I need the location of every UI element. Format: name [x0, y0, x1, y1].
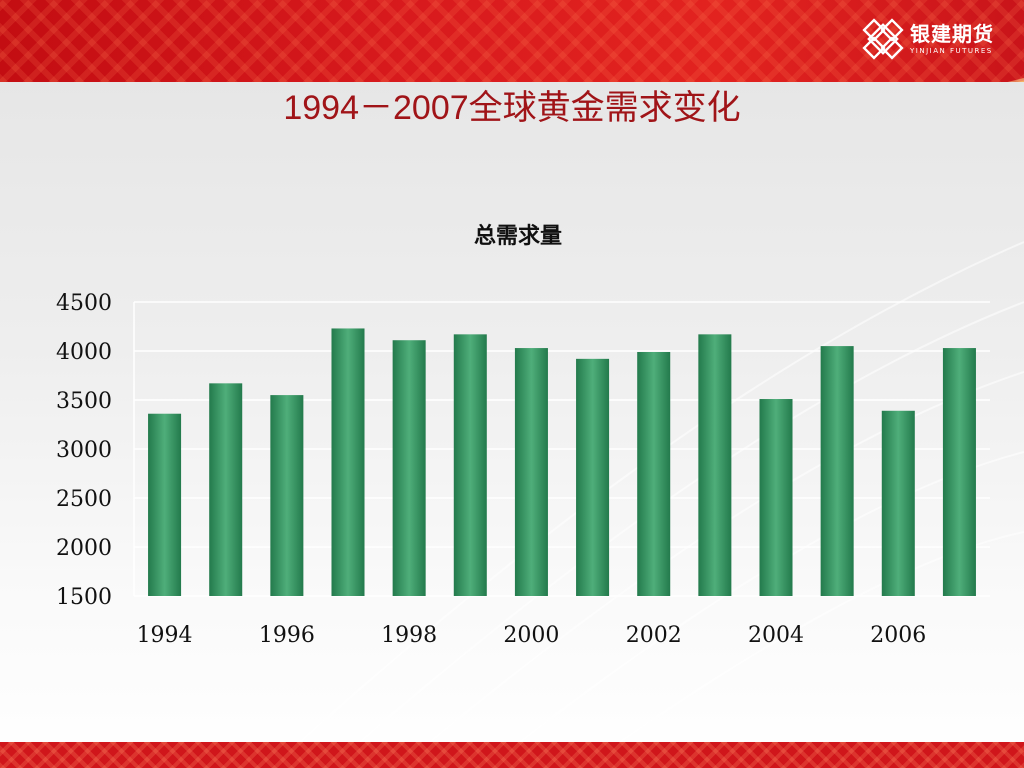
bar-1998 [392, 340, 426, 596]
bar-1996 [270, 395, 304, 596]
x-tick-label: 2000 [503, 623, 559, 648]
header-band [0, 0, 1024, 82]
x-tick-label: 2004 [748, 623, 804, 648]
y-tick-label: 3500 [56, 389, 112, 414]
slide-title: 1994－2007全球黄金需求变化 [283, 89, 741, 127]
bar-1994 [148, 413, 182, 596]
bar-2006 [881, 410, 915, 596]
y-tick-label: 3000 [56, 438, 112, 463]
footer-band [0, 742, 1024, 768]
y-tick-label: 2000 [56, 536, 112, 561]
bar-2005 [820, 346, 854, 596]
bar-2003 [698, 334, 732, 596]
x-axis-ticks: 1994 1996 1998 2000 2002 2004 2006 [137, 623, 927, 648]
y-axis-ticks: 1500 2000 2500 3000 3500 4000 4500 [56, 291, 112, 610]
bar-2004 [759, 399, 793, 596]
bar-1999 [453, 334, 487, 596]
header-pattern [0, 0, 1024, 82]
x-tick-label: 1996 [259, 623, 315, 648]
logo-name-en: YINJIAN FUTURES [910, 46, 993, 55]
bar-2007 [942, 348, 976, 596]
bar-2000 [514, 348, 548, 596]
gridlines [133, 301, 990, 597]
x-tick-label: 2002 [626, 623, 682, 648]
bar-1995 [209, 383, 243, 596]
logo-mark-icon [862, 18, 904, 60]
y-tick-label: 2500 [56, 487, 112, 512]
y-tick-label: 4500 [56, 291, 112, 316]
bar-2001 [576, 358, 610, 596]
bar-2002 [637, 351, 671, 596]
x-tick-label: 2006 [870, 623, 926, 648]
x-tick-label: 1994 [137, 623, 193, 648]
x-tick-label: 1998 [381, 623, 437, 648]
brand-logo: 银建期货 YINJIAN FUTURES [862, 18, 994, 60]
bars [148, 328, 976, 596]
y-tick-label: 1500 [56, 585, 112, 610]
bar-1997 [331, 328, 365, 596]
logo-name-cn: 银建期货 [910, 21, 994, 46]
chart-title: 总需求量 [473, 223, 562, 249]
y-tick-label: 4000 [56, 340, 112, 365]
